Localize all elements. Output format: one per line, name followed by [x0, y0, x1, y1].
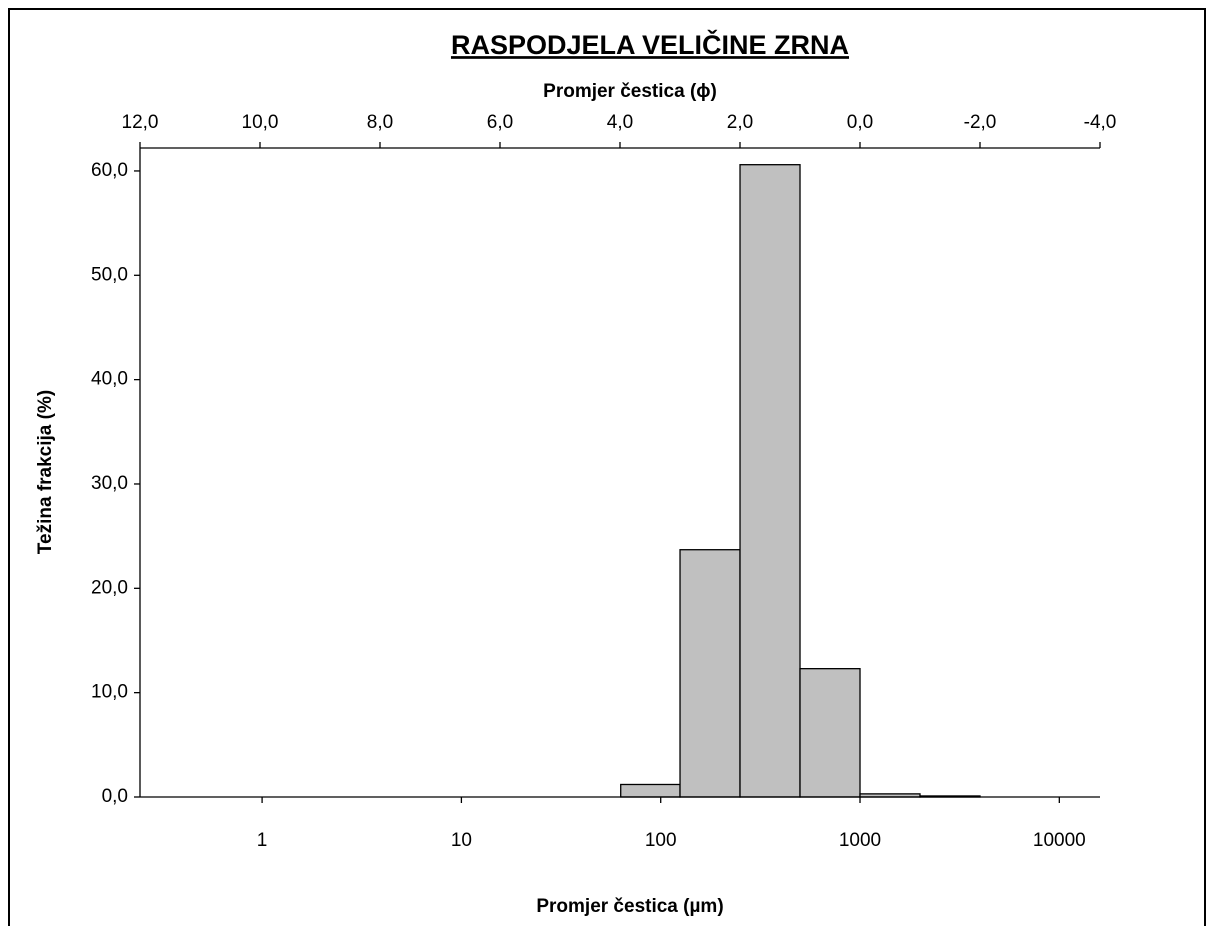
- x2-tick-label: -4,0: [1084, 112, 1117, 133]
- x-tick-label: 1: [257, 830, 268, 851]
- x2-axis-label: Promjer čestica (ϕ): [543, 81, 717, 102]
- bar: [620, 783, 681, 798]
- bar: [739, 164, 801, 798]
- chart-title: RASPODJELA VELIČINE ZRNA: [451, 29, 849, 60]
- bar: [679, 549, 741, 798]
- y-tick-label: 10,0: [91, 682, 128, 703]
- y-axis-label: Težina frakcija (%): [35, 390, 56, 554]
- x-tick-label: 10: [451, 830, 472, 851]
- x2-tick-label: 0,0: [847, 112, 873, 133]
- x2-tick-label: 4,0: [607, 112, 633, 133]
- chart-border: [8, 8, 1206, 926]
- y-tick-label: 40,0: [91, 369, 128, 390]
- y-tick-label: 30,0: [91, 473, 128, 494]
- y-tick-label: 50,0: [91, 264, 128, 285]
- x2-tick-label: 8,0: [367, 112, 393, 133]
- x2-tick-label: 2,0: [727, 112, 753, 133]
- x2-tick-label: 12,0: [122, 112, 159, 133]
- y-tick-label: 20,0: [91, 577, 128, 598]
- y-tick-label: 0,0: [102, 786, 128, 807]
- bar: [799, 668, 861, 798]
- x-axis-label: Promjer čestica (µm): [536, 896, 723, 917]
- x-tick-label: 1000: [839, 830, 881, 851]
- x2-tick-label: 10,0: [242, 112, 279, 133]
- y-tick-label: 60,0: [91, 160, 128, 181]
- x-tick-label: 10000: [1033, 830, 1086, 851]
- x-tick-label: 100: [645, 830, 677, 851]
- x2-tick-label: -2,0: [964, 112, 997, 133]
- x2-tick-label: 6,0: [487, 112, 513, 133]
